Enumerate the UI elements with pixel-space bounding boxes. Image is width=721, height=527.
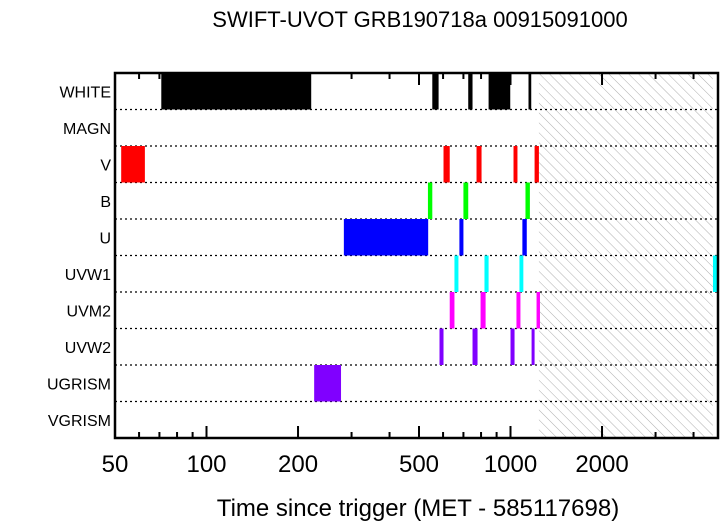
exposure-bar-uvw2 bbox=[531, 328, 535, 365]
x-tick-label: 50 bbox=[102, 451, 129, 478]
exposure-bar-white bbox=[432, 73, 439, 110]
row-label-v: V bbox=[100, 157, 111, 174]
exposure-bar-uvm2 bbox=[449, 292, 455, 329]
exposure-bar-uvw1 bbox=[712, 255, 718, 292]
exposure-bar-v bbox=[513, 146, 518, 183]
exposure-bar-uvm2 bbox=[536, 292, 540, 329]
exposure-bar-b bbox=[525, 182, 530, 219]
exposure-bar-uvw2 bbox=[510, 328, 515, 365]
row-label-uvm2: UVM2 bbox=[67, 303, 112, 320]
x-tick-label: 500 bbox=[399, 451, 439, 478]
row-label-magn: MAGN bbox=[63, 121, 111, 138]
exposure-bar-uvw1 bbox=[484, 255, 489, 292]
row-label-white: WHITE bbox=[59, 84, 111, 101]
row-label-b: B bbox=[100, 194, 111, 211]
plot-frame bbox=[113, 71, 720, 440]
exposure-bar-uvw1 bbox=[519, 255, 524, 292]
exposure-bar-uvw1 bbox=[454, 255, 459, 292]
exposure-bar-v bbox=[476, 146, 482, 183]
exposure-bar-u bbox=[522, 219, 527, 256]
row-label-ugrism: UGRISM bbox=[47, 376, 111, 393]
row-label-uvw1: UVW1 bbox=[65, 267, 111, 284]
exposure-bar-uvw2 bbox=[439, 328, 444, 365]
x-tick-label: 200 bbox=[278, 451, 318, 478]
chart-title: SWIFT-UVOT GRB190718a 00915091000 bbox=[212, 7, 627, 32]
x-tick-label: 100 bbox=[186, 451, 226, 478]
exposure-bar-uvm2 bbox=[516, 292, 521, 329]
exposure-bar-white bbox=[528, 73, 532, 110]
x-tick-label: 2000 bbox=[575, 451, 628, 478]
exposure-bar-u bbox=[343, 219, 429, 256]
exposure-bar-v bbox=[443, 146, 450, 183]
row-label-uvw2: UVW2 bbox=[65, 340, 111, 357]
exposure-bar-uvm2 bbox=[480, 292, 486, 329]
x-axis-label: Time since trigger (MET - 585117698) bbox=[217, 495, 619, 522]
exposure-bar-white bbox=[161, 73, 312, 110]
row-label-u: U bbox=[99, 230, 111, 247]
exposure-bar-b bbox=[463, 182, 469, 219]
exposure-bar-v bbox=[534, 146, 539, 183]
x-tick-label: 1000 bbox=[484, 451, 537, 478]
exposure-bar-white bbox=[468, 73, 473, 110]
exposure-bar-b bbox=[427, 182, 433, 219]
exposure-bar-white bbox=[488, 73, 511, 110]
exposure-bar-v bbox=[121, 146, 145, 183]
exposure-bar-ugrism bbox=[314, 365, 342, 402]
exposure-bar-u bbox=[459, 219, 464, 256]
row-label-vgrism: VGRISM bbox=[48, 413, 111, 430]
exposure-bar-uvw2 bbox=[472, 328, 478, 365]
